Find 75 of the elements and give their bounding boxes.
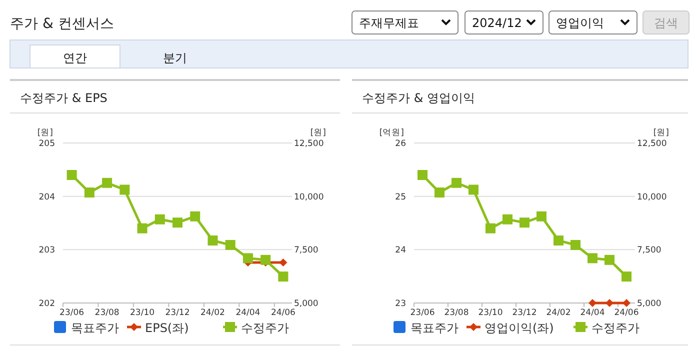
y-tick-label: 202 [38,299,55,309]
point [66,170,77,180]
x-tick-label: 24/06 [270,308,296,318]
point [622,272,632,282]
text: 주재무제표 [359,16,419,30]
text: 영업이익 [556,16,604,30]
legend-label: 목표주가 [410,321,458,335]
chart-title: 수정주가 & EPS [20,91,108,105]
y-tick-label: 24 [395,246,406,256]
y-tick-label: 25 [395,192,406,202]
y2-tick-label: 5,000 [294,299,318,309]
point [502,214,512,224]
point [190,211,200,222]
point [418,170,428,180]
point [536,211,546,222]
text: 주가 & 컨센서스 [10,16,114,32]
y-tick-label: 203 [38,246,55,256]
text: 연간 [63,51,87,65]
point [154,214,165,224]
point [570,240,580,250]
point [137,223,148,234]
y2-tick-label: 12,500 [637,139,667,149]
x-tick-label: 23/08 [94,308,120,318]
point [120,184,130,195]
y-tick-label: 23 [395,299,406,309]
x-tick-label: 23/08 [444,308,469,318]
y-tick-label: 26 [395,139,406,149]
chart-title: 수정주가 & 영업이익 [362,91,475,105]
point [208,235,218,246]
y2-tick-label: 12,500 [294,139,324,149]
y-tick-label: 205 [38,139,55,149]
x-tick-label: 23/10 [478,308,503,318]
y2-tick-label: 10,000 [294,192,324,202]
legend-label: 수정주가 [592,321,640,335]
text: 검색 [654,16,678,30]
y2-tick-label: 5,000 [637,299,662,309]
point [172,218,182,228]
point [278,272,288,282]
y-tick-label: 204 [38,192,55,202]
point [604,254,614,265]
x-tick-label: 24/06 [614,308,639,318]
x-tick-label: 24/02 [200,308,225,318]
legend-label: 목표주가 [71,321,119,335]
point [225,240,236,250]
x-tick-label: 24/04 [580,308,605,318]
x-tick-label: 23/12 [512,308,537,318]
x-tick-label: 24/04 [236,308,260,318]
y-axis-title: [원] [37,128,53,138]
y2-tick-label: 7,500 [637,246,662,256]
x-tick-label: 23/06 [410,308,435,318]
point [84,187,94,198]
legend-label: 영업이익(좌) [484,321,554,335]
x-tick-label: 24/02 [546,308,571,318]
point [260,254,271,265]
x-tick-label: 23/10 [130,308,155,318]
legend-label: EPS(좌) [145,321,189,335]
point [102,178,112,188]
point [588,253,598,264]
legend-label: 수정주가 [241,321,289,335]
y-axis-title: [억원] [379,128,404,138]
point [486,223,496,234]
point [452,178,462,188]
point [468,184,478,195]
x-tick-label: 23/12 [165,308,190,318]
y2-tick-label: 10,000 [637,192,667,202]
point [242,253,253,264]
y2-axis-title: [원] [310,128,326,138]
y2-tick-label: 7,500 [294,246,318,256]
text: 2024/12 [472,16,522,30]
point [554,235,564,246]
point [434,187,444,198]
x-tick-label: 23/06 [60,308,84,318]
point [520,218,530,228]
y2-axis-title: [원] [653,128,669,138]
text: 분기 [163,51,187,65]
